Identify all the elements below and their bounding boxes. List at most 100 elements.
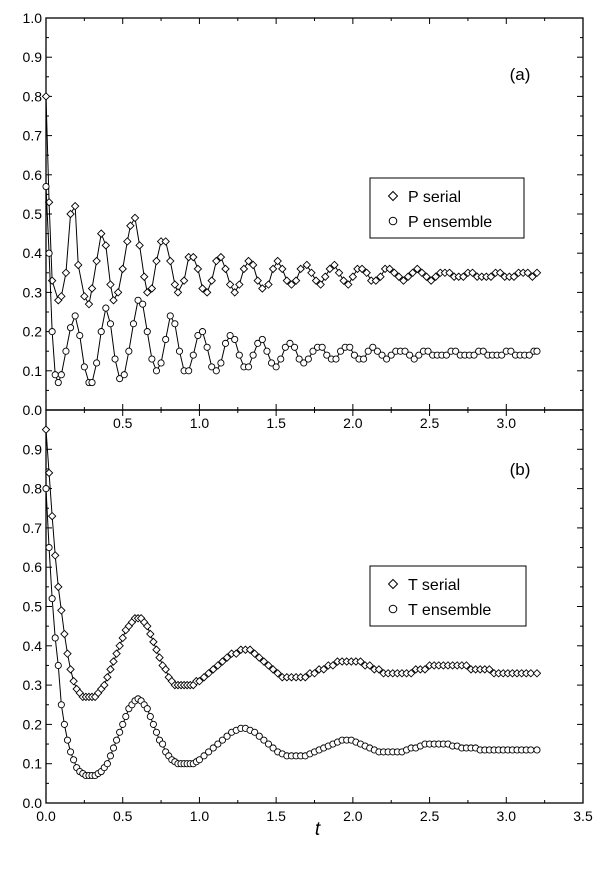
data-point-1-0-7 — [63, 649, 72, 658]
data-point-0-1-72 — [364, 347, 372, 355]
data-point-0-1-23 — [139, 300, 147, 308]
data-point-1-0-55 — [218, 657, 227, 666]
data-point-1-1-8 — [66, 748, 75, 756]
data-point-0-1-42 — [226, 331, 234, 340]
data-point-0-0-56 — [291, 276, 301, 285]
y-tick-label-1-7: 0.7 — [23, 520, 43, 536]
data-point-0-1-57 — [295, 355, 303, 363]
data-point-1-1-123 — [533, 746, 541, 754]
data-point-1-1-52 — [205, 748, 213, 756]
data-point-0-1-74 — [373, 347, 381, 355]
data-point-0-0-19 — [123, 237, 132, 246]
data-point-0-0-106 — [523, 268, 533, 278]
data-point-1-0-33 — [143, 621, 152, 631]
data-point-0-0-86 — [431, 272, 440, 281]
data-point-1-0-65 — [264, 661, 273, 670]
data-point-1-1-38 — [159, 740, 167, 748]
data-point-1-0-108 — [462, 661, 471, 670]
y-tick-label-1-8: 0.8 — [23, 481, 43, 497]
data-point-0-1-34 — [189, 351, 197, 359]
data-point-1-1-54 — [214, 740, 222, 748]
y-tick-label-0-0: 0.0 — [23, 402, 43, 418]
data-point-0-1-41 — [221, 339, 230, 347]
data-point-0-0-42 — [225, 280, 235, 289]
legend-label-0-0: P serial — [408, 189, 461, 206]
panel-label-1: (b) — [510, 460, 531, 479]
data-point-1-0-50 — [195, 676, 204, 686]
data-point-0-0-89 — [445, 268, 454, 278]
data-point-0-1-53 — [277, 355, 285, 363]
data-point-1-0-87 — [365, 661, 374, 670]
data-point-1-1-21 — [106, 752, 114, 760]
data-point-1-0-34 — [146, 629, 155, 639]
data-point-0-0-51 — [268, 264, 278, 274]
data-point-0-1-81 — [406, 351, 414, 359]
data-point-0-1-19 — [120, 371, 128, 379]
data-point-0-1-49 — [258, 335, 266, 343]
data-point-0-0-47 — [248, 260, 258, 270]
data-point-0-1-21 — [129, 320, 138, 328]
data-point-0-1-95 — [470, 351, 478, 359]
y-tick-label-1-2: 0.2 — [23, 716, 43, 732]
data-point-1-0-9 — [69, 676, 78, 686]
data-point-0-0-25 — [147, 284, 157, 293]
data-point-0-0-50 — [264, 280, 273, 289]
data-point-0-1-16 — [106, 320, 114, 328]
data-point-0-0-20 — [126, 221, 135, 230]
data-point-1-1-33 — [143, 705, 151, 713]
data-point-0-0-98 — [486, 272, 496, 281]
y-tick-label-0-4: 0.4 — [23, 245, 43, 261]
data-point-1-1-66 — [269, 744, 277, 752]
data-point-0-1-30 — [171, 320, 179, 328]
x-tick-label-1-1: 0.5 — [113, 808, 133, 824]
data-point-0-1-109 — [533, 347, 541, 355]
data-point-0-1-54 — [281, 343, 289, 351]
x-tick-label-0-0: 0.5 — [113, 415, 133, 431]
y-tick-label-0-8: 0.8 — [23, 88, 43, 104]
data-point-1-1-3 — [51, 634, 59, 642]
data-point-0-1-52 — [272, 363, 280, 371]
y-tick-label-0-9: 0.9 — [23, 49, 43, 65]
data-point-0-0-31 — [173, 288, 183, 297]
data-point-0-0-5 — [61, 268, 71, 278]
x-tick-label-1-7: 3.5 — [573, 808, 593, 824]
data-point-0-1-63 — [323, 351, 331, 359]
data-point-0-0-26 — [152, 256, 161, 266]
x-tick-label-0-2: 1.5 — [266, 415, 286, 431]
data-point-0-0-24 — [143, 288, 152, 297]
data-point-0-0-6 — [66, 209, 75, 219]
data-point-1-0-6 — [60, 629, 69, 639]
data-point-1-1-35 — [149, 720, 157, 728]
data-point-0-0-44 — [235, 280, 244, 289]
data-point-0-0-55 — [287, 280, 296, 289]
data-point-1-0-24 — [115, 641, 124, 651]
x-axis-title: t — [315, 819, 321, 840]
data-point-1-0-21 — [106, 665, 115, 674]
data-point-1-0-56 — [222, 653, 232, 662]
data-point-1-1-55 — [218, 736, 226, 744]
data-point-1-0-54 — [213, 661, 223, 670]
data-point-0-0-52 — [273, 256, 282, 266]
data-point-0-0-61 — [316, 280, 325, 289]
data-point-1-0-96 — [406, 669, 416, 678]
data-point-0-0-66 — [339, 276, 348, 285]
data-point-1-1-6 — [60, 720, 68, 728]
data-point-0-0-40 — [216, 252, 226, 262]
data-point-0-1-68 — [346, 343, 354, 351]
data-point-1-1-122 — [527, 746, 535, 754]
data-point-1-1-0 — [42, 485, 50, 493]
data-point-0-0-17 — [113, 288, 123, 297]
data-point-1-0-89 — [374, 665, 384, 674]
y-tick-label-0-1: 0.1 — [23, 363, 43, 379]
data-point-0-1-22 — [134, 296, 142, 304]
data-point-0-1-40 — [217, 359, 225, 367]
data-point-0-1-37 — [203, 343, 211, 351]
y-tick-label-1-4: 0.4 — [23, 638, 43, 654]
data-point-0-1-65 — [332, 355, 340, 363]
data-point-1-0-63 — [255, 653, 264, 662]
data-point-0-1-46 — [244, 363, 253, 371]
data-point-0-0-68 — [348, 272, 358, 281]
data-point-0-1-33 — [185, 367, 193, 375]
data-point-0-0-65 — [334, 268, 344, 278]
